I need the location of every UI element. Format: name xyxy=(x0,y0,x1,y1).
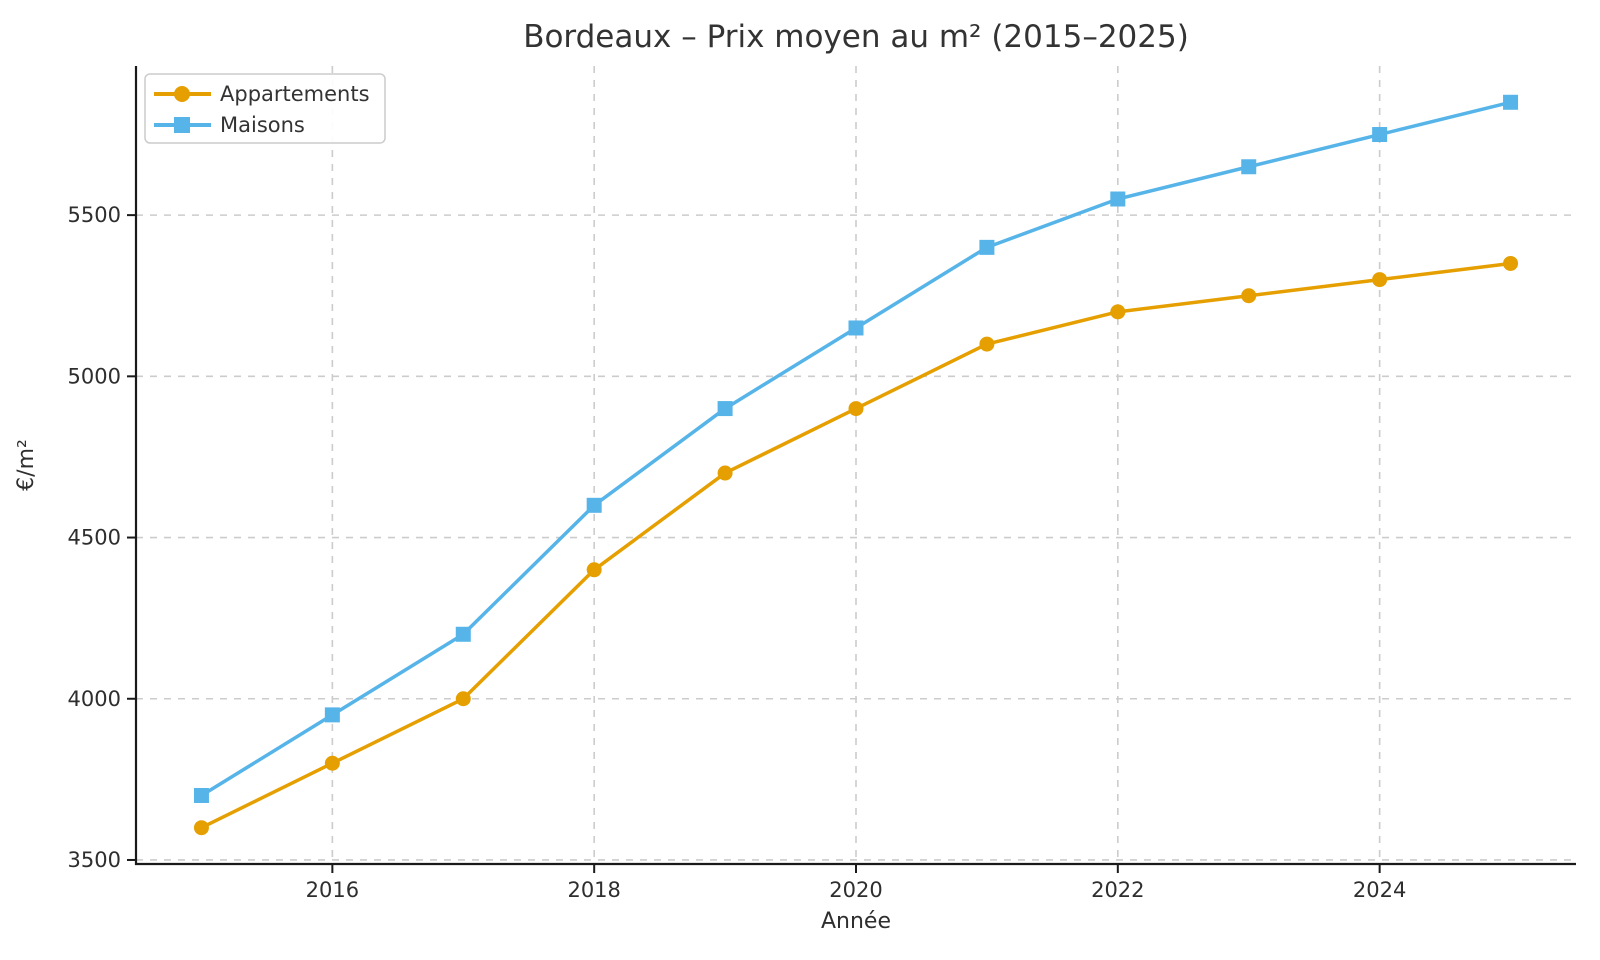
data-point-maisons-2020 xyxy=(848,320,864,336)
y-tick-label-4500: 4500 xyxy=(68,526,121,550)
axis-layer: 2016 2018 2020 2022 2024 3500 4000 4500 5000 5500 xyxy=(68,66,1576,902)
legend-label-appartements: Appartements xyxy=(220,82,370,106)
data-point-maisons-2018 xyxy=(586,497,602,513)
data-point-maisons-2023 xyxy=(1241,159,1257,175)
legend-label-maisons: Maisons xyxy=(220,113,305,137)
legend-item-appartements: Appartements xyxy=(154,82,370,106)
data-point-appartements-2019 xyxy=(717,465,733,481)
x-tick-label-2018: 2018 xyxy=(567,878,620,902)
data-point-maisons-2019 xyxy=(717,401,733,417)
data-point-appartements-2020 xyxy=(848,401,864,417)
y-axis-label: €/m² xyxy=(14,439,39,491)
data-point-appartements-2016 xyxy=(324,755,340,771)
data-point-maisons-2015 xyxy=(193,787,209,803)
chart-title: Bordeaux – Prix moyen au m² (2015–2025) xyxy=(523,19,1189,55)
x-tick-label-2024: 2024 xyxy=(1353,878,1406,902)
y-tick-label-3500: 3500 xyxy=(68,848,121,872)
data-point-appartements-2024 xyxy=(1372,272,1388,288)
grid-layer xyxy=(136,66,1576,864)
data-point-appartements-2017 xyxy=(455,691,471,707)
y-tick-label-5500: 5500 xyxy=(68,203,121,227)
data-point-maisons-2016 xyxy=(324,707,340,723)
data-point-appartements-2025 xyxy=(1503,255,1519,271)
series-layer xyxy=(193,94,1519,836)
legend: Appartements Maisons xyxy=(144,73,386,144)
data-point-appartements-2015 xyxy=(193,820,209,836)
data-point-maisons-2025 xyxy=(1503,94,1519,110)
data-point-appartements-2018 xyxy=(586,562,602,578)
data-point-maisons-2017 xyxy=(455,626,471,642)
legend-marker-circle-appartements xyxy=(174,86,190,102)
x-tick-label-2016: 2016 xyxy=(306,878,359,902)
data-point-maisons-2021 xyxy=(979,239,995,255)
legend-item-maisons: Maisons xyxy=(154,113,305,137)
x-tick-label-2020: 2020 xyxy=(829,878,882,902)
y-tick-label-4000: 4000 xyxy=(68,687,121,711)
y-tick-label-5000: 5000 xyxy=(68,364,121,388)
x-tick-label-2022: 2022 xyxy=(1091,878,1144,902)
data-point-appartements-2022 xyxy=(1110,304,1126,320)
x-axis-label: Année xyxy=(821,909,891,934)
data-point-appartements-2021 xyxy=(979,336,995,352)
data-point-appartements-2023 xyxy=(1241,288,1257,304)
data-point-maisons-2024 xyxy=(1372,127,1388,143)
data-point-maisons-2022 xyxy=(1110,191,1126,207)
legend-marker-square-maisons xyxy=(174,117,190,133)
